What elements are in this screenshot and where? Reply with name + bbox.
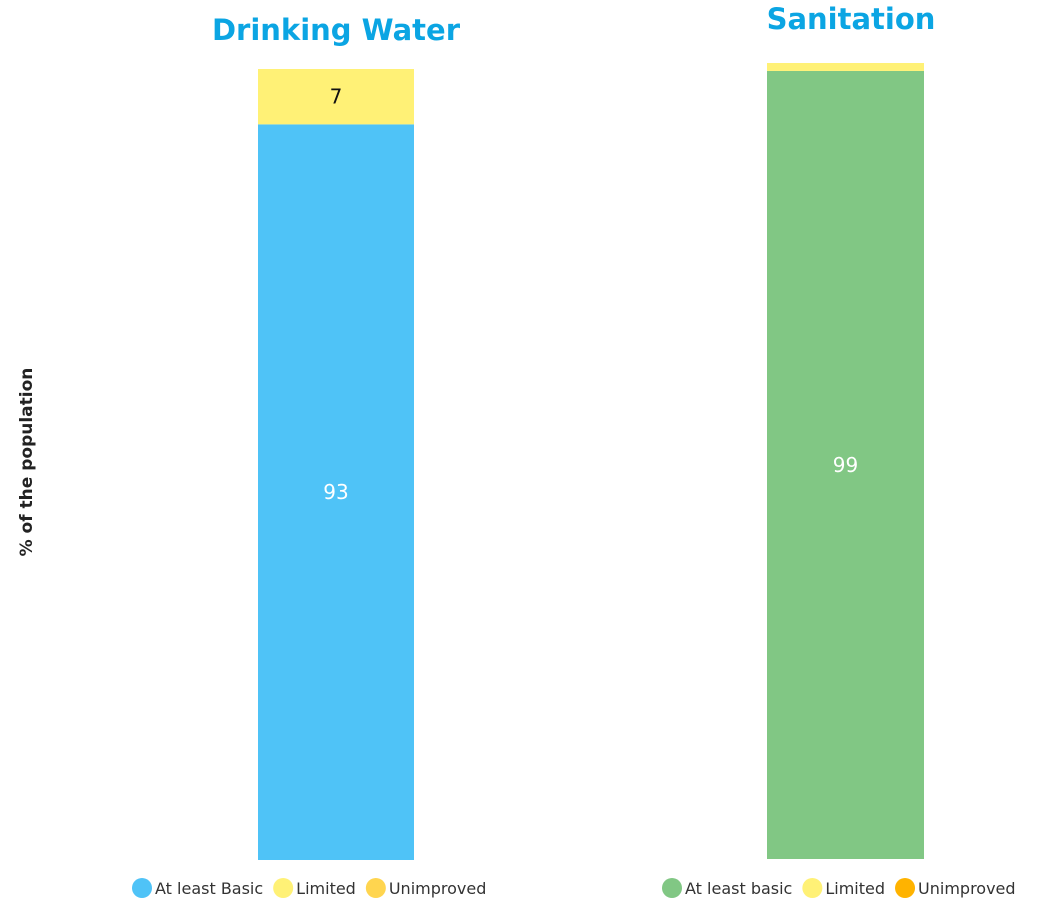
drinking-water-legend-label-limited[interactable]: Limited [296,879,356,898]
drinking-water-chart: Drinking Water 93 7 At least Basic Limited Un… [132,13,486,898]
sanitation-title: Sanitation [767,2,936,36]
sanitation-legend-label-limited[interactable]: Limited [825,879,885,898]
sanitation-bar-at-least-basic [767,70,924,859]
drinking-water-legend-label-unimproved[interactable]: Unimproved [389,879,487,898]
sanitation-bar-label-at-least-basic: 99 [833,453,858,477]
sanitation-legend-label-unimproved[interactable]: Unimproved [918,879,1016,898]
drinking-water-bar-label-limited: 7 [330,85,343,109]
drinking-water-title: Drinking Water [212,13,461,47]
drinking-water-legend-swatch-limited[interactable] [273,878,294,898]
y-axis-label: % of the population [17,368,37,557]
sanitation-legend-label-at-least-basic[interactable]: At least basic [685,879,792,898]
sanitation-legend-swatch-at-least-basic[interactable] [662,878,682,898]
drinking-water-bar-label-at-least-basic: 93 [323,480,348,504]
drinking-water-bar-limited [258,69,414,125]
drinking-water-legend-label-at-least-basic[interactable]: At least Basic [155,879,263,898]
drinking-water-legend-swatch-unimproved[interactable] [365,878,386,898]
sanitation-legend-swatch-limited[interactable] [802,878,823,898]
sanitation-chart: Sanitation 99 At least basic Limited Unimpro… [662,2,1016,898]
drinking-water-bar-at-least-basic [258,124,414,861]
drinking-water-legend-swatch-at-least-basic[interactable] [132,878,152,898]
sanitation-bar-limited [767,63,924,71]
sanitation-legend-swatch-unimproved[interactable] [895,878,916,898]
